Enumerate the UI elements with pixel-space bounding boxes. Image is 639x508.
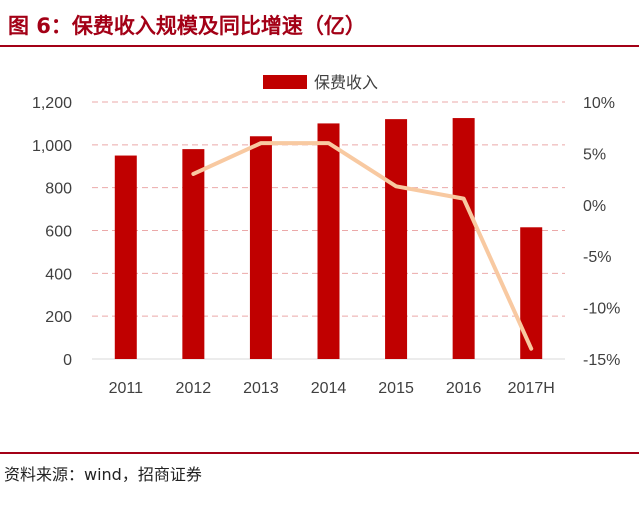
right-tick-label: 5% (583, 146, 606, 163)
legend-label-bar: 保费收入 (314, 73, 378, 92)
right-tick-label: -5% (583, 249, 611, 266)
figure-title: 图 6：保费收入规模及同比增速（亿） (8, 14, 366, 38)
left-tick-label: 600 (45, 224, 72, 241)
bar (249, 136, 272, 359)
bar (317, 123, 340, 360)
x-tick-label: 2017H (508, 380, 555, 397)
right-tick-label: -15% (583, 352, 620, 369)
left-tick-label: 0 (63, 352, 72, 369)
line-series (191, 141, 534, 351)
bar (452, 118, 475, 359)
footer-divider (0, 452, 639, 454)
legend: 保费收入 (263, 73, 378, 92)
bar (182, 149, 205, 359)
left-tick-label: 400 (45, 266, 72, 283)
bar-series (114, 118, 543, 360)
x-tick-label: 2016 (446, 380, 482, 397)
left-axis: 1,200 1,000 800 600 400 200 0 (32, 95, 72, 369)
left-tick-label: 1,200 (32, 95, 72, 112)
x-tick-label: 2011 (109, 380, 144, 397)
right-axis: 10% 5% 0% -5% -10% -15% (583, 95, 620, 369)
left-tick-label: 1,000 (32, 138, 72, 155)
chart: 1,200 1,000 800 600 400 200 0 10% 5% 0% -5% -10% -1… (32, 73, 620, 397)
right-tick-label: -10% (583, 301, 620, 318)
bar (114, 155, 137, 359)
x-tick-label: 2015 (378, 380, 414, 397)
left-tick-label: 200 (45, 309, 72, 326)
right-tick-label: 0% (583, 198, 606, 215)
x-tick-label: 2013 (243, 380, 279, 397)
growth-line (191, 141, 534, 351)
bar (385, 119, 408, 359)
x-axis: 2011 2012 2013 2014 2015 2016 2017H (109, 380, 555, 397)
right-tick-label: 10% (583, 95, 615, 112)
x-tick-label: 2014 (311, 380, 347, 397)
left-tick-label: 800 (45, 181, 72, 198)
legend-swatch-bar (263, 75, 307, 89)
x-tick-label: 2012 (176, 380, 212, 397)
source-note: 资料来源：wind，招商证券 (4, 465, 202, 484)
bar (520, 227, 543, 359)
title-divider (0, 45, 639, 47)
